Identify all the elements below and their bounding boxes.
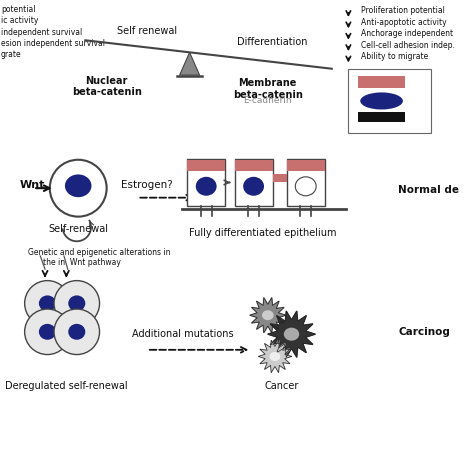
Ellipse shape xyxy=(39,295,56,311)
Polygon shape xyxy=(180,52,200,75)
Text: Nuclear
beta-catenin: Nuclear beta-catenin xyxy=(72,76,142,98)
Polygon shape xyxy=(258,340,292,373)
Bar xyxy=(187,160,225,171)
Ellipse shape xyxy=(39,324,56,340)
Bar xyxy=(358,112,405,122)
Text: independent survival: independent survival xyxy=(1,28,82,36)
Ellipse shape xyxy=(295,177,316,196)
Ellipse shape xyxy=(196,177,217,196)
Text: Self-renewal: Self-renewal xyxy=(48,224,108,234)
Bar xyxy=(235,160,273,171)
Text: Fully differentiated epithelium: Fully differentiated epithelium xyxy=(189,228,337,237)
Text: Additional mutations: Additional mutations xyxy=(132,329,233,339)
Circle shape xyxy=(54,309,100,355)
Text: Carcinog: Carcinog xyxy=(398,327,450,337)
Ellipse shape xyxy=(65,174,91,197)
Bar xyxy=(235,159,273,206)
Bar xyxy=(273,174,287,182)
Bar xyxy=(287,159,325,206)
Ellipse shape xyxy=(68,324,85,340)
Bar xyxy=(287,160,325,171)
Text: grate: grate xyxy=(1,51,22,59)
Text: Wnt: Wnt xyxy=(20,180,46,190)
Text: esion independent survival: esion independent survival xyxy=(1,39,105,48)
Text: Self renewal: Self renewal xyxy=(117,26,177,36)
Text: Cell-cell adhesion indep.: Cell-cell adhesion indep. xyxy=(361,41,455,49)
Text: potential: potential xyxy=(1,5,36,14)
Text: Deregulated self-renewal: Deregulated self-renewal xyxy=(5,381,128,391)
Ellipse shape xyxy=(284,328,299,341)
Circle shape xyxy=(25,309,70,355)
Ellipse shape xyxy=(68,295,85,311)
Text: Genetic and epigenetic alterations in: Genetic and epigenetic alterations in xyxy=(28,248,171,257)
Circle shape xyxy=(25,281,70,326)
Ellipse shape xyxy=(243,177,264,196)
Text: Membrane
beta-catenin: Membrane beta-catenin xyxy=(233,78,303,100)
Text: Ability to migrate: Ability to migrate xyxy=(361,52,428,61)
Circle shape xyxy=(54,281,100,326)
Bar xyxy=(358,76,405,88)
Ellipse shape xyxy=(262,310,273,320)
Text: Estrogen?: Estrogen? xyxy=(121,180,173,190)
Polygon shape xyxy=(268,311,315,357)
Text: ic activity: ic activity xyxy=(1,17,38,25)
Polygon shape xyxy=(250,298,286,333)
Ellipse shape xyxy=(360,92,403,109)
Text: E-cadherin: E-cadherin xyxy=(244,96,292,105)
Text: Cancer: Cancer xyxy=(265,381,299,391)
Text: Anti-apoptotic activity: Anti-apoptotic activity xyxy=(361,18,447,27)
Bar xyxy=(187,159,225,206)
Text: Normal de: Normal de xyxy=(398,184,459,195)
FancyBboxPatch shape xyxy=(348,69,431,133)
Circle shape xyxy=(50,160,107,217)
Ellipse shape xyxy=(270,352,280,361)
Text: Anchorage independent: Anchorage independent xyxy=(361,29,453,38)
Text: Proliferation potential: Proliferation potential xyxy=(361,7,445,15)
Text: the in  Wnt pathway: the in Wnt pathway xyxy=(43,258,120,267)
Text: Differentiation: Differentiation xyxy=(237,37,308,47)
